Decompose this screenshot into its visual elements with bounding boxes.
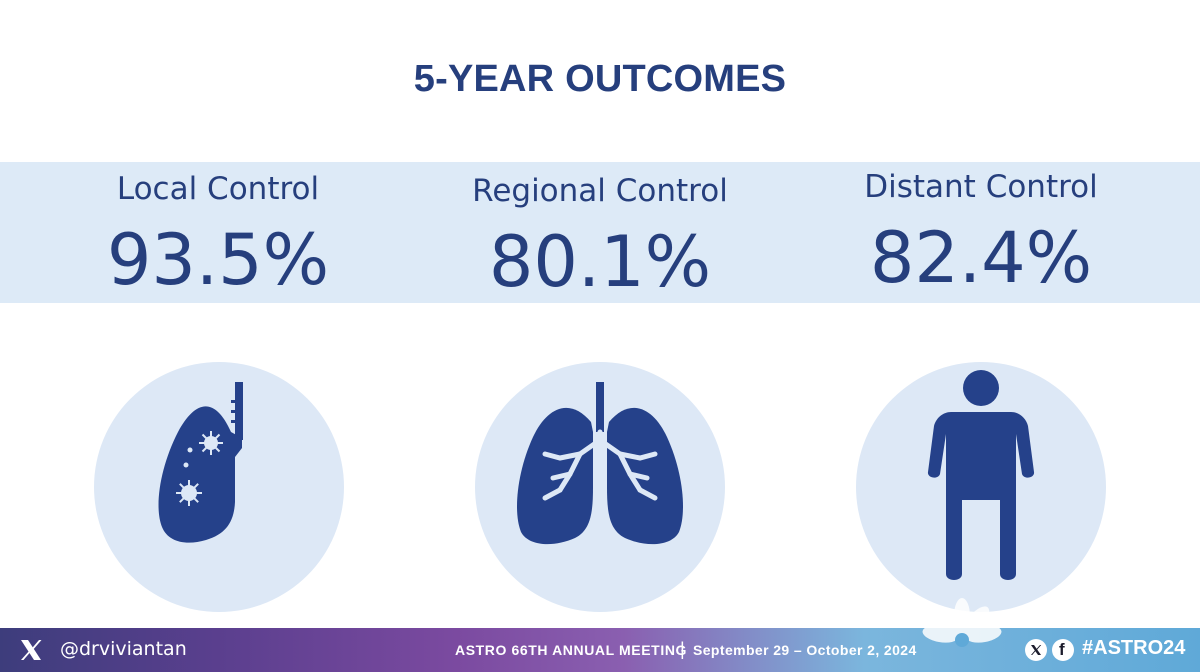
metric-value: 82.4% bbox=[869, 217, 1093, 299]
lungs-icon-circle bbox=[475, 362, 725, 612]
metric-local-control: Local Control 93.5% bbox=[28, 171, 408, 301]
metric-distant-control: Distant Control 82.4% bbox=[791, 169, 1171, 299]
astro-flower-logo-icon bbox=[922, 598, 1002, 647]
lungs-icon bbox=[517, 382, 683, 545]
hashtag[interactable]: #ASTRO24 bbox=[1082, 637, 1186, 659]
metric-regional-control: Regional Control 80.1% bbox=[410, 173, 790, 303]
lung-tumor-icon bbox=[158, 382, 243, 543]
x-logo-icon[interactable] bbox=[18, 637, 44, 663]
metric-label: Local Control bbox=[116, 171, 320, 207]
metric-value: 93.5% bbox=[106, 219, 330, 301]
metrics-band bbox=[0, 162, 1200, 303]
twitter-handle[interactable]: @drviviantan bbox=[60, 638, 187, 660]
footer-separator: | bbox=[680, 639, 685, 659]
page-title: 5-YEAR OUTCOMES bbox=[413, 58, 787, 100]
lung-tumor-icon-circle bbox=[94, 362, 344, 612]
metric-label: Regional Control bbox=[472, 173, 728, 209]
meeting-dates: September 29 – October 2, 2024 bbox=[693, 642, 917, 658]
metric-value: 80.1% bbox=[488, 221, 712, 303]
person-icon bbox=[927, 370, 1035, 580]
facebook-icon[interactable]: f bbox=[1052, 639, 1074, 661]
meeting-name: ASTRO 66TH ANNUAL MEETING bbox=[455, 642, 688, 658]
x-social-icon[interactable] bbox=[1025, 639, 1047, 661]
footer-banner: @drviviantan ASTRO 66TH ANNUAL MEETING |… bbox=[0, 598, 1200, 672]
facebook-letter: f bbox=[1059, 640, 1065, 659]
person-icon-circle bbox=[856, 362, 1106, 612]
metric-label: Distant Control bbox=[864, 169, 1098, 205]
